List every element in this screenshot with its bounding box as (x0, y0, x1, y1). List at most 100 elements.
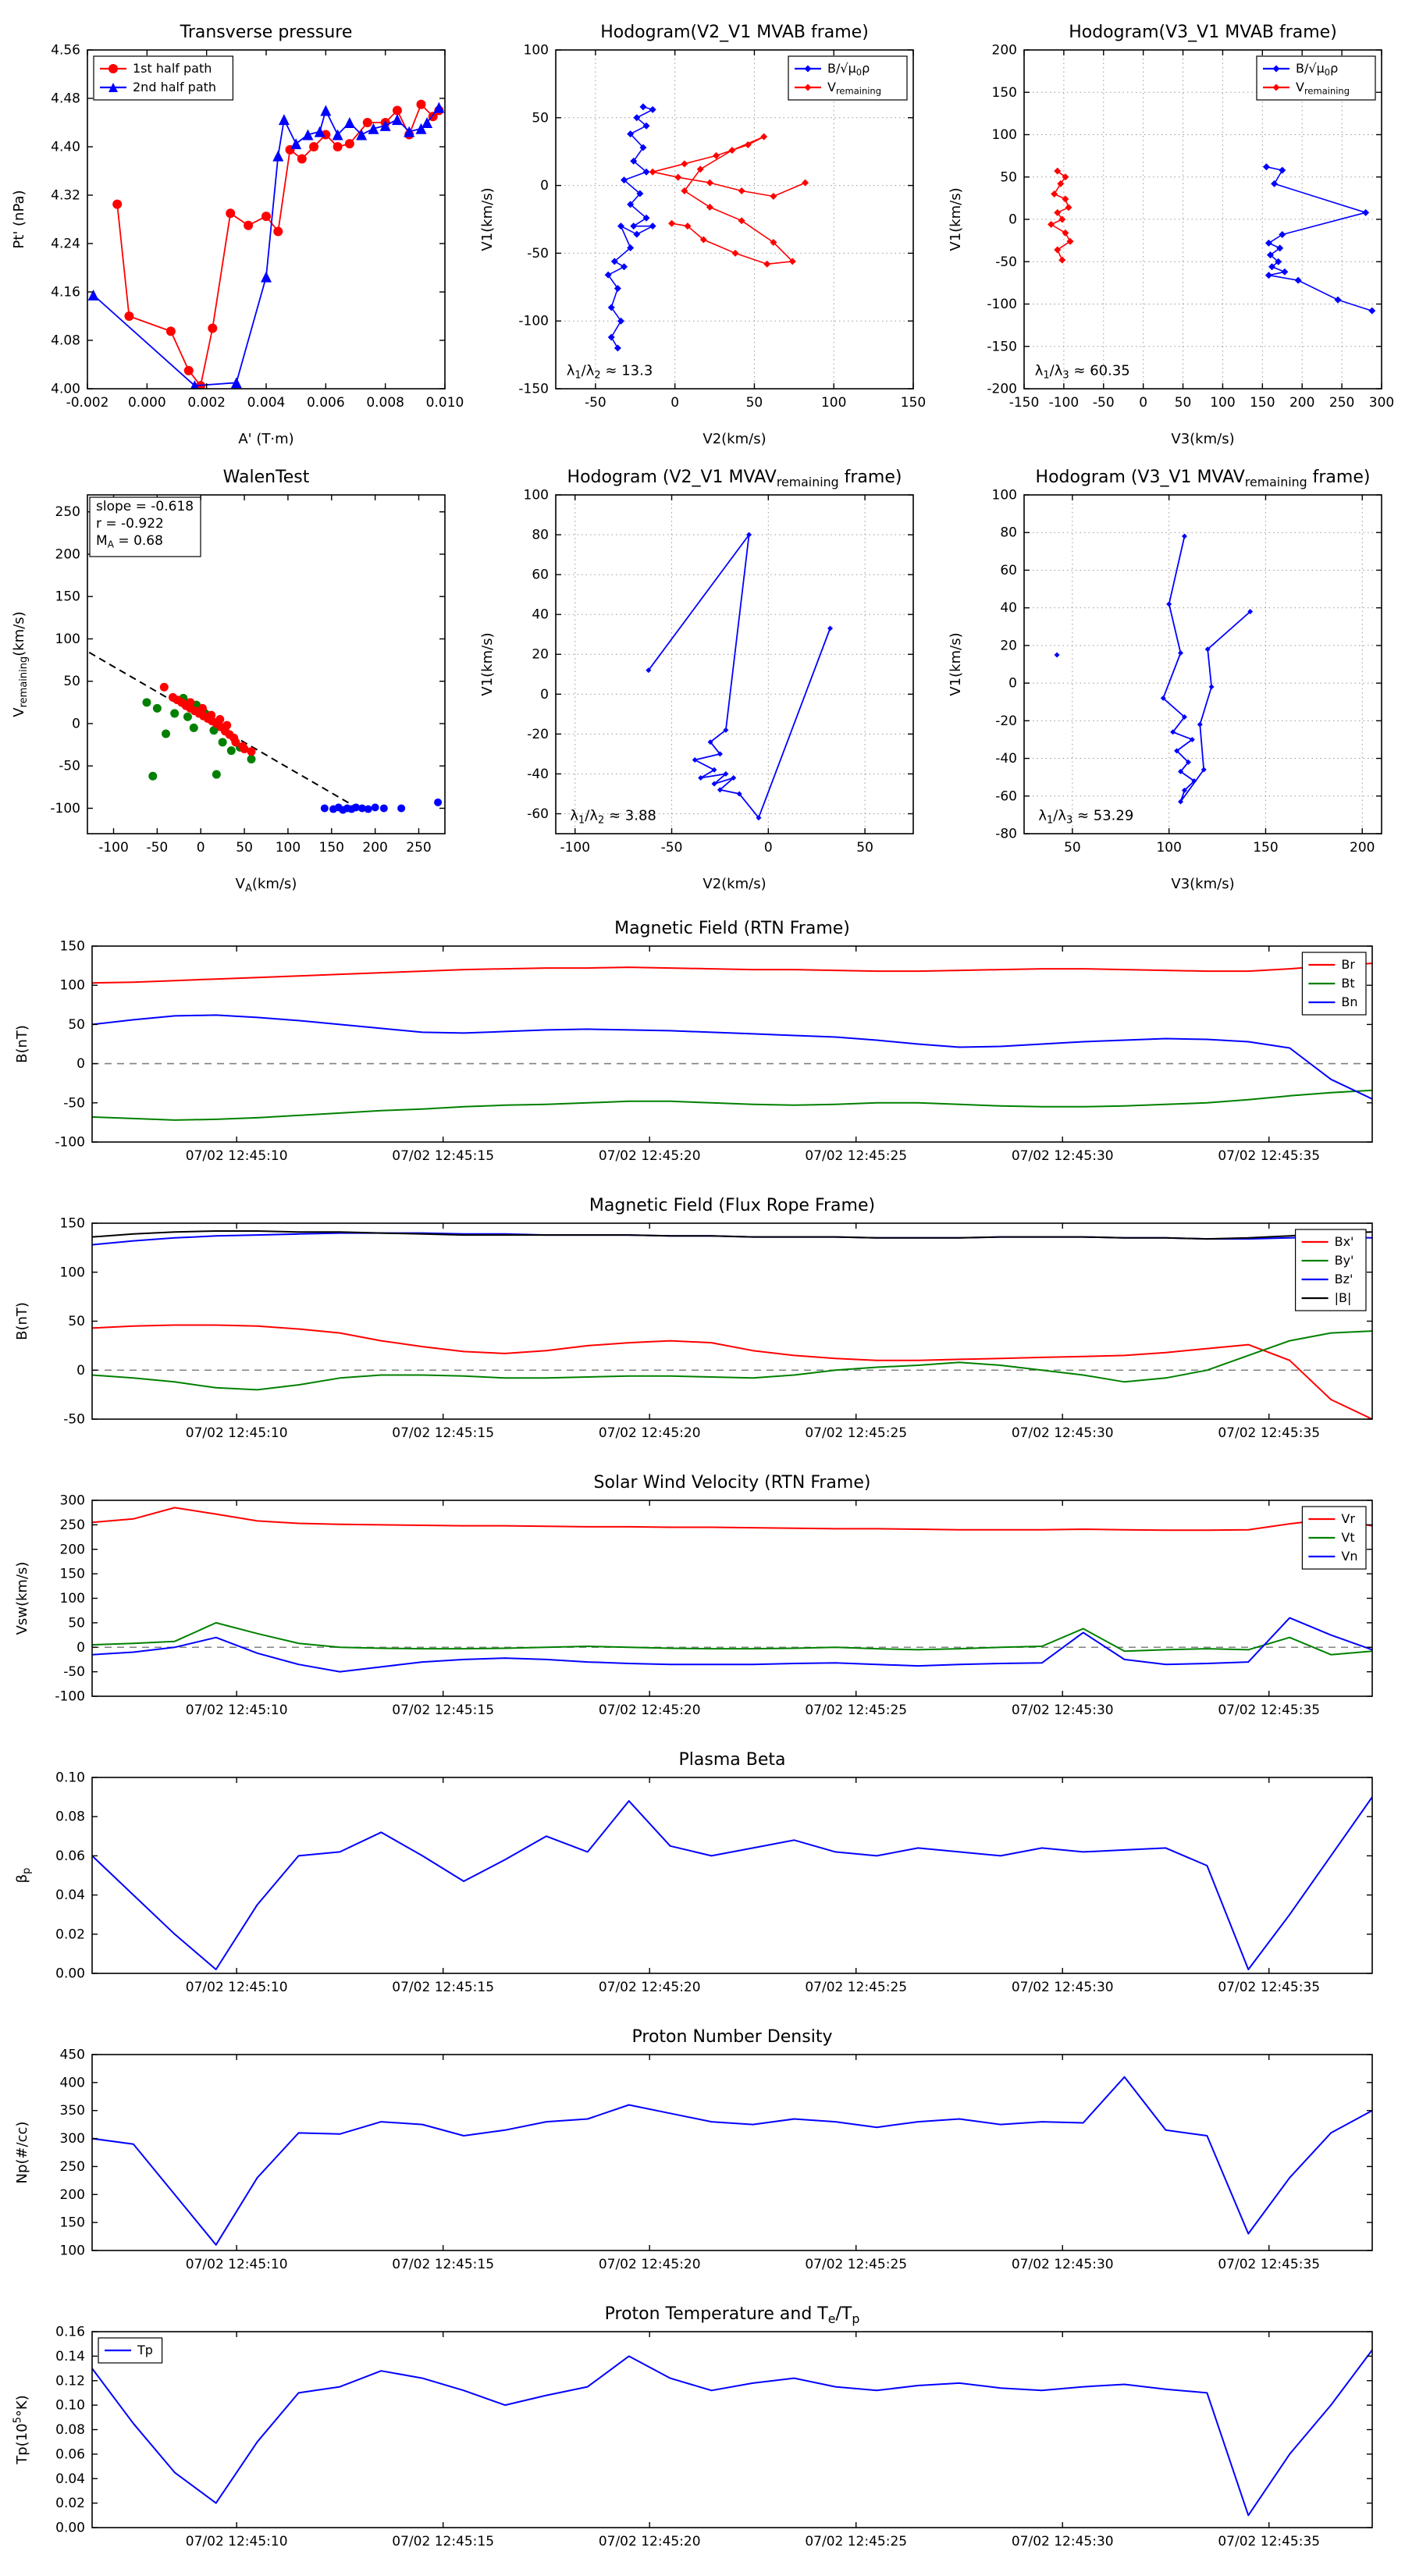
svg-text:60: 60 (532, 568, 549, 583)
svg-text:150: 150 (901, 395, 926, 411)
svg-text:Hodogram (V2_V1 MVAVremaining: Hodogram (V2_V1 MVAVremaining frame) (567, 468, 902, 489)
svg-text:-50: -50 (661, 840, 683, 856)
svg-text:0.00: 0.00 (55, 2521, 85, 2536)
svg-text:100: 100 (60, 1265, 85, 1280)
svg-text:50: 50 (746, 395, 763, 411)
svg-text:07/02 12:45:20: 07/02 12:45:20 (599, 2257, 701, 2272)
svg-text:07/02 12:45:10: 07/02 12:45:10 (186, 1425, 288, 1441)
svg-text:Vr: Vr (1341, 1511, 1355, 1526)
svg-text:07/02 12:45:35: 07/02 12:45:35 (1218, 1148, 1320, 1164)
svg-text:0.000: 0.000 (128, 395, 166, 411)
svg-text:450: 450 (60, 2048, 85, 2063)
svg-text:Br: Br (1341, 957, 1355, 972)
svg-text:λ1/λ3 ≈ 53.29: λ1/λ3 ≈ 53.29 (1038, 808, 1133, 827)
top-panels: -0.002 0.000 0.002 0.004 0.006 0.008 0.010 4.00… (0, 9, 1405, 899)
svg-text:4.32: 4.32 (51, 188, 80, 204)
svg-text:100: 100 (821, 395, 846, 411)
svg-text:07/02 12:45:25: 07/02 12:45:25 (805, 1425, 907, 1441)
svg-text:-200: -200 (987, 382, 1017, 397)
svg-text:B(nT): B(nT) (14, 1302, 30, 1340)
svg-text:150: 150 (55, 589, 80, 605)
svg-text:07/02 12:45:10: 07/02 12:45:10 (186, 1703, 288, 1718)
svg-text:200: 200 (992, 43, 1017, 59)
svg-text:-50: -50 (63, 1664, 85, 1680)
svg-text:-100: -100 (98, 840, 129, 856)
svg-text:-40: -40 (995, 751, 1017, 767)
svg-text:07/02 12:45:30: 07/02 12:45:30 (1012, 1980, 1114, 1995)
svg-text:0: 0 (76, 1056, 85, 1072)
svg-text:-150: -150 (987, 339, 1017, 354)
svg-text:400: 400 (60, 2075, 85, 2090)
svg-text:4.40: 4.40 (51, 140, 80, 155)
svg-text:07/02 12:45:30: 07/02 12:45:30 (1012, 2257, 1114, 2272)
svg-text:V2(km/s): V2(km/s) (702, 431, 766, 447)
svg-text:-100: -100 (55, 1135, 85, 1151)
svg-text:07/02 12:45:10: 07/02 12:45:10 (186, 1980, 288, 1995)
svg-text:-100: -100 (560, 840, 590, 856)
svg-text:MA = 0.68: MA = 0.68 (96, 533, 163, 550)
svg-text:40: 40 (532, 607, 549, 623)
svg-text:250: 250 (55, 504, 80, 520)
svg-text:0.04: 0.04 (55, 1888, 85, 1903)
svg-text:100: 100 (55, 632, 80, 647)
svg-text:-150: -150 (1009, 395, 1040, 411)
plot-magnetic-field-flux-rope: 07/02 12:45:10 07/02 12:45:15 07/02 12:45:… (14, 1196, 1373, 1441)
svg-text:A' (T·m): A' (T·m) (238, 431, 293, 447)
plot-hodogram-v2v1-mvab: -50 0 50 100 150 -150 -100 -50 0 50 100 Hodogram(V2… (479, 23, 926, 447)
svg-text:0: 0 (1008, 676, 1017, 692)
svg-text:0.006: 0.006 (307, 395, 345, 411)
svg-text:slope = -0.618: slope = -0.618 (96, 499, 194, 514)
svg-text:07/02 12:45:25: 07/02 12:45:25 (805, 1980, 907, 1995)
svg-text:0.002: 0.002 (187, 395, 226, 411)
svg-text:Hodogram (V3_V1 MVAVremaining: Hodogram (V3_V1 MVAVremaining frame) (1036, 468, 1371, 489)
svg-text:150: 150 (60, 939, 85, 955)
svg-text:07/02 12:45:15: 07/02 12:45:15 (392, 1703, 494, 1718)
svg-text:50: 50 (532, 110, 549, 126)
svg-text:Pt' (nPa): Pt' (nPa) (11, 190, 27, 248)
svg-text:300: 300 (1369, 395, 1394, 411)
svg-text:07/02 12:45:10: 07/02 12:45:10 (186, 2257, 288, 2272)
svg-text:50: 50 (856, 840, 873, 856)
svg-text:07/02 12:45:20: 07/02 12:45:20 (599, 1980, 701, 1995)
svg-text:0.16: 0.16 (55, 2325, 85, 2340)
svg-text:-100: -100 (518, 314, 549, 329)
svg-text:100: 100 (276, 840, 301, 856)
svg-text:0: 0 (540, 178, 549, 194)
svg-text:Hodogram(V2_V1 MVAB frame): Hodogram(V2_V1 MVAB frame) (600, 23, 869, 42)
svg-text:-20: -20 (995, 713, 1017, 729)
svg-text:0: 0 (1139, 395, 1147, 411)
svg-text:0: 0 (76, 1640, 85, 1656)
svg-text:250: 250 (406, 840, 431, 856)
plot-proton-temperature: 07/02 12:45:10 07/02 12:45:15 07/02 12:45:… (12, 2304, 1373, 2549)
svg-text:Proton Temperature and Te/Tp: Proton Temperature and Te/Tp (605, 2304, 860, 2326)
svg-text:07/02 12:45:35: 07/02 12:45:35 (1218, 1703, 1320, 1718)
svg-text:βp: βp (14, 1868, 33, 1884)
time-series-panels: 07/02 12:45:10 07/02 12:45:15 07/02 12:45:… (0, 912, 1405, 2574)
svg-text:07/02 12:45:25: 07/02 12:45:25 (805, 2257, 907, 2272)
svg-text:0.08: 0.08 (55, 2422, 85, 2438)
svg-text:40: 40 (1000, 600, 1017, 616)
svg-text:07/02 12:45:30: 07/02 12:45:30 (1012, 1148, 1114, 1164)
svg-text:λ1/λ2 ≈ 13.3: λ1/λ2 ≈ 13.3 (567, 363, 653, 382)
svg-text:Tp(105°K): Tp(105°K) (12, 2395, 30, 2464)
svg-text:07/02 12:45:35: 07/02 12:45:35 (1218, 1425, 1320, 1441)
svg-text:0: 0 (540, 687, 549, 703)
svg-text:0: 0 (72, 716, 80, 731)
svg-text:Transverse pressure: Transverse pressure (180, 23, 353, 42)
svg-text:100: 100 (992, 488, 1017, 503)
svg-text:-20: -20 (527, 727, 549, 742)
svg-text:07/02 12:45:10: 07/02 12:45:10 (186, 2534, 288, 2549)
svg-text:80: 80 (532, 528, 549, 543)
plot-walen-test: -100 -50 0 50 100 150 200 250 -100 -50 0 50 100 150 20… (11, 468, 446, 895)
svg-text:-40: -40 (527, 767, 549, 782)
svg-text:100: 100 (60, 2243, 85, 2259)
svg-text:Magnetic Field (Flux Rope Fram: Magnetic Field (Flux Rope Frame) (589, 1196, 875, 1215)
svg-text:07/02 12:45:20: 07/02 12:45:20 (599, 1148, 701, 1164)
svg-text:150: 150 (1250, 395, 1275, 411)
svg-text:07/02 12:45:15: 07/02 12:45:15 (392, 1425, 494, 1441)
svg-text:80: 80 (1000, 525, 1017, 541)
svg-text:0.02: 0.02 (55, 2496, 85, 2511)
chart-magnetic-field-rtn: 07/02 12:45:10 07/02 12:45:15 07/02 12:45:… (0, 912, 1405, 1189)
svg-text:250: 250 (1329, 395, 1354, 411)
svg-text:150: 150 (319, 840, 344, 856)
